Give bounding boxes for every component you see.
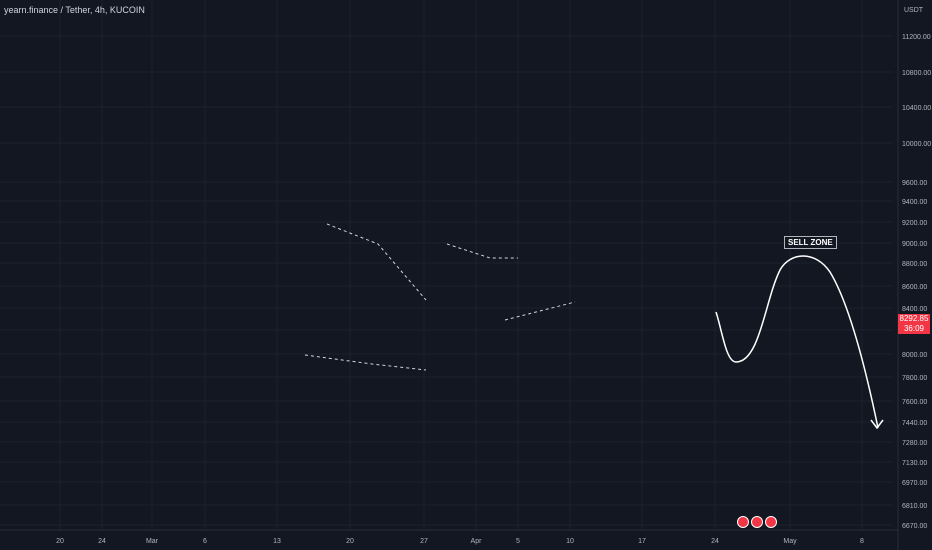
axis-currency: USDT — [904, 7, 924, 14]
y-tick-label: 10000.00 — [902, 141, 931, 148]
y-tick-label: 8600.00 — [902, 284, 927, 291]
x-tick-label: Mar — [146, 538, 159, 545]
x-tick-label: 8 — [860, 538, 864, 545]
flag-icon[interactable] — [751, 516, 763, 528]
y-tick-label: 6970.00 — [902, 480, 927, 487]
flag-icon[interactable] — [765, 516, 777, 528]
y-tick-label: 9400.00 — [902, 199, 927, 206]
chart-title: yearn.finance / Tether, 4h, KUCOIN — [4, 5, 145, 15]
sell-zone-label[interactable]: SELL ZONE — [784, 236, 837, 249]
y-tick-label: 8400.00 — [902, 306, 927, 313]
flag-icon[interactable] — [737, 516, 749, 528]
y-tick-label: 7800.00 — [902, 375, 927, 382]
y-tick-label: 9600.00 — [902, 180, 927, 187]
x-tick-label: 10 — [566, 538, 574, 545]
y-tick-label: 10400.00 — [902, 105, 931, 112]
x-tick-label: 6 — [203, 538, 207, 545]
projection-arrowhead — [870, 419, 884, 430]
last-price-value: 8292.85 — [899, 314, 929, 323]
y-tick-label: 10800.00 — [902, 70, 931, 77]
x-tick-label: 13 — [273, 538, 281, 545]
y-tick-label: 9000.00 — [902, 241, 927, 248]
x-tick-label: Apr — [471, 538, 483, 545]
x-tick-label: 20 — [346, 538, 354, 545]
trendline-lower — [304, 354, 427, 371]
y-tick-label: 6670.00 — [902, 523, 927, 530]
x-tick-label: 20 — [56, 538, 64, 545]
y-tick-label: 11200.00 — [902, 34, 931, 41]
x-tick-label: 27 — [420, 538, 428, 545]
event-icons[interactable] — [737, 516, 777, 528]
x-tick-label: May — [783, 538, 797, 545]
y-tick-label: 9200.00 — [902, 220, 927, 227]
x-tick-label: 5 — [516, 538, 520, 545]
x-tick-label: 17 — [638, 538, 646, 545]
y-tick-label: 8800.00 — [902, 261, 927, 268]
y-tick-label: 8000.00 — [902, 352, 927, 359]
y-tick-label: 7440.00 — [902, 420, 927, 427]
y-tick-label: 7130.00 — [902, 460, 927, 467]
y-tick-label: 6810.00 — [902, 503, 927, 510]
y-tick-label: 7280.00 — [902, 440, 927, 447]
bar-countdown: 36:09 — [903, 324, 925, 333]
trendline-apr-upper — [446, 243, 518, 259]
y-tick-label: 7600.00 — [902, 399, 927, 406]
projection-path — [715, 255, 879, 429]
x-tick-label: 24 — [98, 538, 106, 545]
trendline-apr-lower — [504, 301, 576, 321]
last-price-tag: 8292.85 36:09 — [898, 314, 930, 334]
x-tick-label: 24 — [711, 538, 719, 545]
trendline-upper — [326, 223, 427, 301]
